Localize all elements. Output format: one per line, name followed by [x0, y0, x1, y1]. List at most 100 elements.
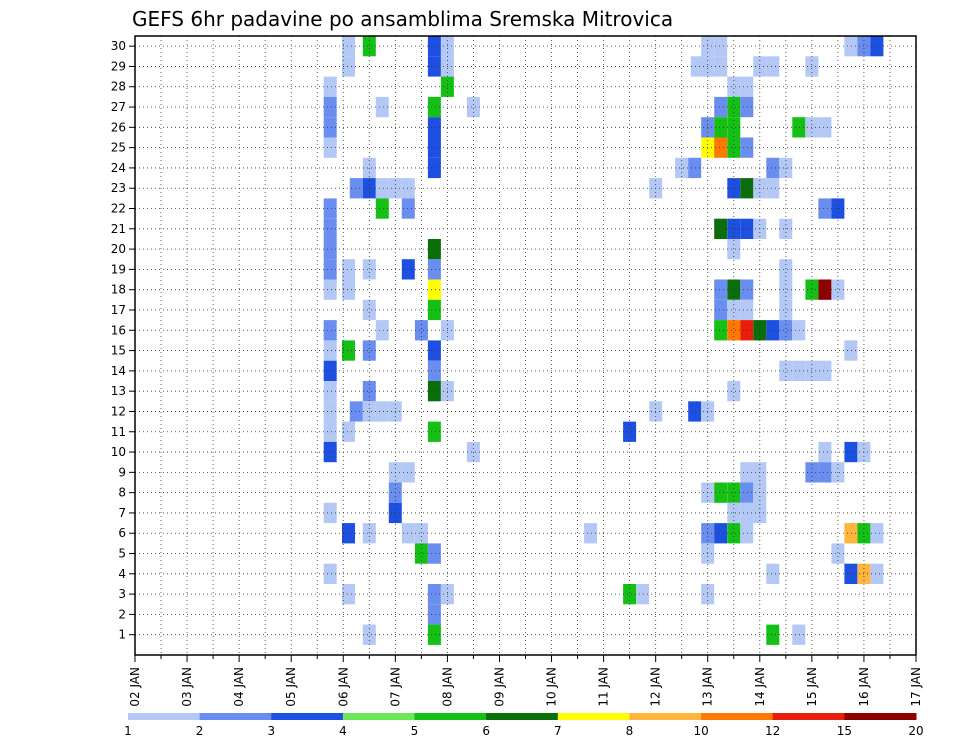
- precip-cell: [844, 563, 858, 584]
- precip-cell: [740, 482, 754, 503]
- precip-cell: [727, 279, 741, 300]
- precip-cell: [427, 96, 441, 118]
- precip-cell: [766, 157, 780, 179]
- precip-cell: [714, 299, 728, 321]
- legend-swatch: [128, 713, 201, 720]
- precip-cell: [792, 624, 806, 645]
- precip-cell: [766, 56, 780, 77]
- precip-cell: [323, 502, 337, 524]
- precip-cell: [323, 137, 337, 158]
- y-tick-label: 21: [111, 222, 126, 236]
- precip-cell: [779, 259, 793, 280]
- precip-cell: [727, 76, 741, 97]
- precip-cell: [401, 462, 415, 483]
- precip-cell: [690, 56, 704, 77]
- precip-cell: [844, 523, 858, 544]
- precip-cell: [342, 36, 355, 57]
- precip-cell: [818, 198, 832, 219]
- x-tick-label: 09 JAN: [492, 667, 506, 707]
- y-tick-label: 4: [118, 567, 126, 581]
- precip-cell: [714, 117, 728, 138]
- precip-cell: [362, 523, 376, 544]
- precip-cell: [818, 462, 832, 483]
- precip-cell: [427, 239, 441, 260]
- precip-cell: [323, 279, 337, 300]
- x-tick-label: 12 JAN: [649, 667, 663, 707]
- x-tick-label: 03 JAN: [180, 667, 194, 707]
- precip-cell: [740, 320, 754, 341]
- precip-cell: [427, 299, 441, 321]
- precip-cell: [349, 401, 363, 422]
- y-tick-label: 27: [111, 100, 126, 114]
- precip-cell: [792, 360, 806, 381]
- x-tick-label: 06 JAN: [336, 667, 350, 707]
- precip-cell: [792, 117, 806, 138]
- legend-label: 4: [339, 724, 347, 738]
- legend-swatch: [701, 713, 774, 720]
- y-tick-label: 24: [111, 161, 126, 175]
- precip-cell: [342, 56, 355, 77]
- precip-cell: [727, 299, 741, 321]
- precip-cell: [323, 441, 337, 463]
- legend-label: 10: [693, 724, 708, 738]
- precip-cell: [714, 279, 728, 300]
- y-tick-label: 22: [111, 202, 126, 216]
- precip-cell: [766, 320, 780, 341]
- precip-cell: [375, 198, 389, 219]
- precip-cell: [414, 543, 428, 564]
- precip-cell: [740, 462, 754, 483]
- precip-cell: [688, 401, 702, 422]
- legend-label: 12: [765, 724, 780, 738]
- y-tick-label: 17: [111, 303, 126, 317]
- precip-cell: [727, 523, 741, 544]
- precip-cell: [818, 279, 832, 300]
- precip-cell: [727, 137, 741, 158]
- legend-swatch: [486, 713, 559, 720]
- precip-cell: [584, 523, 598, 544]
- precip-cell: [623, 584, 637, 605]
- y-tick-label: 10: [111, 445, 126, 459]
- precip-cell: [636, 584, 650, 605]
- precip-cell: [349, 178, 363, 199]
- precip-cell: [375, 320, 389, 341]
- precip-cell: [714, 137, 728, 158]
- precip-cell: [342, 279, 355, 300]
- y-tick-label: 23: [111, 181, 126, 195]
- legend-label: 7: [554, 724, 562, 738]
- precip-cell: [766, 178, 780, 199]
- precip-cell: [740, 76, 754, 97]
- precip-cell: [427, 56, 441, 77]
- precip-cell: [427, 360, 441, 381]
- x-tick-label: 14 JAN: [753, 667, 767, 707]
- precip-cell: [714, 96, 728, 118]
- precip-cell: [427, 584, 441, 605]
- y-tick-label: 14: [111, 364, 126, 378]
- x-tick-label: 15 JAN: [805, 667, 819, 707]
- y-tick-label: 1: [118, 628, 126, 642]
- precip-cell: [323, 320, 337, 341]
- y-tick-label: 9: [118, 465, 126, 479]
- precip-cell: [727, 381, 741, 402]
- precip-cell: [740, 502, 754, 524]
- y-tick-label: 2: [118, 607, 126, 621]
- precip-cell: [323, 96, 337, 118]
- precip-cell: [831, 279, 845, 300]
- precip-cell: [818, 441, 832, 463]
- x-tick-label: 02 JAN: [128, 667, 142, 707]
- chart-title: GEFS 6hr padavine po ansamblima Sremska …: [132, 7, 673, 31]
- precip-cell: [714, 218, 728, 239]
- precip-cell: [323, 421, 337, 442]
- precip-cell: [779, 279, 793, 300]
- y-tick-label: 5: [118, 547, 126, 561]
- precip-cell: [362, 157, 376, 179]
- y-tick-label: 11: [111, 425, 126, 439]
- legend-swatch: [342, 713, 415, 720]
- precip-cell: [323, 401, 337, 422]
- y-tick-label: 20: [111, 242, 126, 256]
- y-tick-label: 25: [111, 141, 126, 155]
- precip-cell: [714, 320, 728, 341]
- precip-cell: [727, 117, 741, 138]
- precip-cell: [362, 401, 376, 422]
- precip-cell: [414, 320, 428, 341]
